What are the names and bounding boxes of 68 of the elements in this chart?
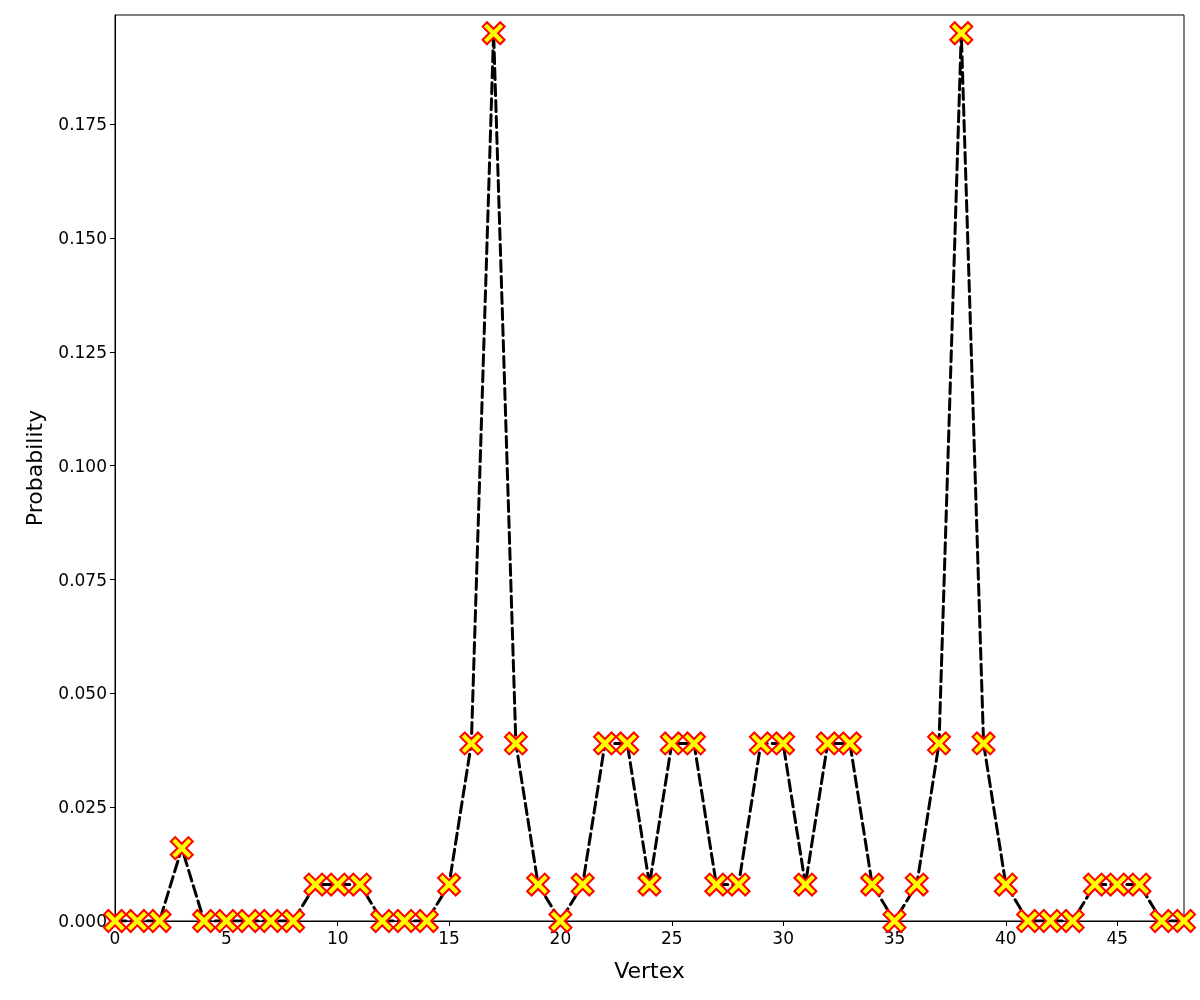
point [793,872,818,897]
point [1060,909,1085,933]
point [682,731,707,756]
point [771,731,796,756]
x-tick-label: 5 [220,927,232,948]
x-tick-label: 45 [1106,927,1129,948]
point [1127,872,1152,897]
y-tick-label: 0.150 [58,228,107,249]
point [748,731,773,756]
point [147,909,172,933]
x-tick-label: 10 [326,927,349,948]
point [1082,872,1107,897]
point [526,872,551,897]
point [169,836,194,861]
point [837,731,862,756]
y-tick-label: 0.100 [58,455,107,476]
point [414,909,439,933]
point [993,872,1018,897]
point [659,731,684,756]
point [927,731,952,756]
point [570,872,595,897]
point [347,872,372,897]
x-tick-label: 20 [549,927,572,948]
point [1038,909,1063,933]
point [503,731,528,756]
point [392,909,417,933]
point [704,872,729,897]
point [236,909,261,933]
y-tick-label: 0.125 [58,341,107,362]
point [615,731,640,756]
point [258,909,283,933]
point [971,731,996,756]
y-tick-label: 0.000 [58,911,107,931]
x-tick-label: 25 [660,927,683,948]
y-tick-label: 0.050 [58,683,107,704]
point [481,21,506,46]
point [437,872,462,897]
y-tick-label: 0.175 [58,114,107,135]
point [214,909,239,933]
x-axis-title: Vertex [614,957,685,983]
x-tick-label: 30 [772,927,794,948]
point [325,872,350,897]
point [637,872,662,897]
point [949,21,974,46]
point [815,731,840,756]
point [370,909,395,933]
point [125,909,150,933]
point [1172,909,1196,933]
point [882,909,907,933]
point [726,872,751,897]
point [1105,872,1130,897]
y-tick-label: 0.075 [58,569,107,590]
x-tick-label: 15 [438,927,460,948]
point [1016,909,1041,933]
point [904,872,929,897]
x-tick-label: 40 [995,927,1017,948]
point [459,731,484,756]
point [303,872,328,897]
point [592,731,617,756]
point [860,872,885,897]
x-tick-label: 0 [109,927,121,948]
y-tick-label: 0.025 [58,797,107,818]
x-tick-label: 35 [883,927,906,948]
point [548,909,573,933]
y-axis-title: Probability [21,409,47,527]
point [1149,909,1174,933]
point [281,909,306,933]
point [192,909,217,933]
